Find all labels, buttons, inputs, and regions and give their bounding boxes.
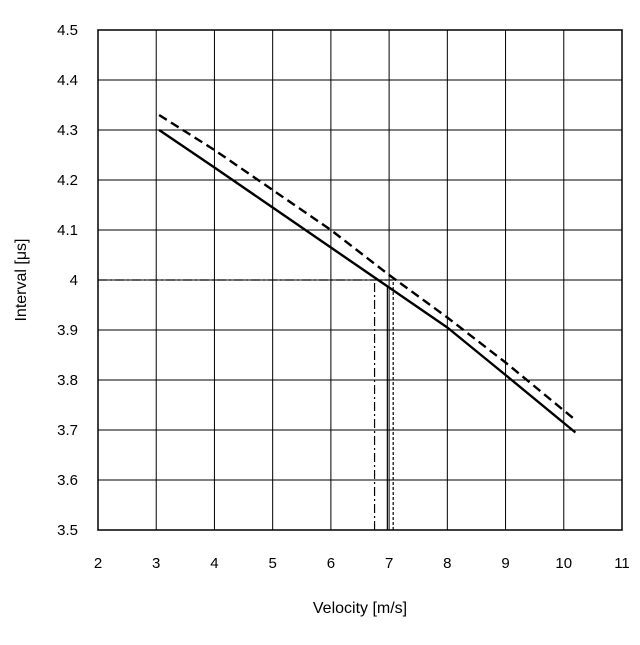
x-tick-label: 6: [327, 555, 335, 572]
x-tick-label: 4: [210, 555, 218, 572]
y-tick-label: 3.5: [57, 522, 78, 539]
y-tick-label: 4: [70, 272, 78, 289]
reference-lines: [98, 280, 393, 530]
y-tick-label: 4.5: [57, 22, 78, 39]
series-line-0: [159, 130, 575, 433]
y-tick-label: 4.1: [57, 222, 78, 239]
y-tick-label: 3.8: [57, 372, 78, 389]
series-lines: [159, 115, 575, 433]
x-tick-labels: 2 3 4 5 6 7 8 9 10 11: [94, 555, 630, 572]
y-tick-label: 4.4: [57, 72, 78, 89]
y-axis-label: Interval [μs]: [13, 238, 30, 321]
y-tick-label: 3.7: [57, 422, 78, 439]
x-tick-label: 7: [385, 555, 393, 572]
x-tick-label: 9: [501, 555, 509, 572]
x-tick-label: 11: [614, 555, 630, 572]
y-tick-labels: 3.5 3.6 3.7 3.8 3.9 4 4.1 4.2 4.3 4.4 4.5: [57, 22, 78, 539]
y-tick-label: 3.9: [57, 322, 78, 339]
x-tick-label: 2: [94, 555, 102, 572]
x-tick-label: 3: [152, 555, 160, 572]
series-line-1: [159, 115, 575, 420]
x-tick-label: 10: [555, 555, 572, 572]
y-tick-label: 4.3: [57, 122, 78, 139]
y-tick-label: 3.6: [57, 472, 78, 489]
x-tick-label: 5: [268, 555, 276, 572]
x-tick-label: 8: [443, 555, 451, 572]
y-tick-label: 4.2: [57, 172, 78, 189]
x-axis-label: Velocity [m/s]: [313, 600, 407, 617]
